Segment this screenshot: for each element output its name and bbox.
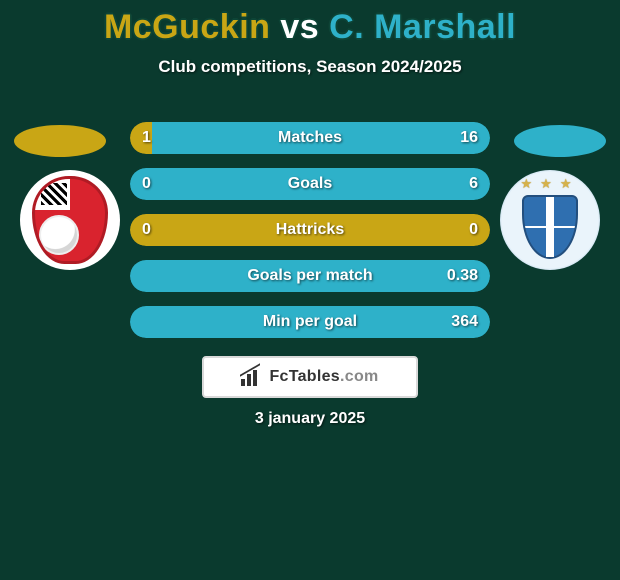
player2-club-crest: ★★★ [500,170,600,270]
stat-row: 00Hattricks [130,214,490,246]
matchup-title: McGuckin vs C. Marshall [0,0,620,47]
footer-date: 3 january 2025 [0,410,620,428]
player2-oval [514,125,606,157]
player1-name: McGuckin [104,8,270,46]
player2-name: C. Marshall [329,8,516,46]
stat-label: Min per goal [130,306,490,338]
stat-row: 06Goals [130,168,490,200]
badge-brand: FcTables [269,368,340,385]
stat-label: Goals [130,168,490,200]
stat-row: 364Min per goal [130,306,490,338]
player1-oval [14,125,106,157]
vs-label: vs [280,8,319,46]
stars-icon: ★★★ [500,176,600,192]
fctables-badge[interactable]: FcTables.com [202,356,418,398]
stat-row: 0.38Goals per match [130,260,490,292]
crest-shield-icon: ★★★ [500,170,600,270]
stat-label: Matches [130,122,490,154]
badge-domain: .com [340,368,379,385]
subtitle: Club competitions, Season 2024/2025 [0,57,620,77]
crest-shield-icon [20,170,120,270]
stat-label: Goals per match [130,260,490,292]
stat-bars: 116Matches 06Goals 00Hattricks 0.38Goals pe… [130,122,490,352]
badge-text: FcTables.com [269,368,378,386]
stat-label: Hattricks [130,214,490,246]
stat-row: 116Matches [130,122,490,154]
root: { "colors": { "background": "#0a3a2e", "… [0,0,620,580]
player1-club-crest [20,170,120,270]
bar-chart-icon [241,368,263,386]
